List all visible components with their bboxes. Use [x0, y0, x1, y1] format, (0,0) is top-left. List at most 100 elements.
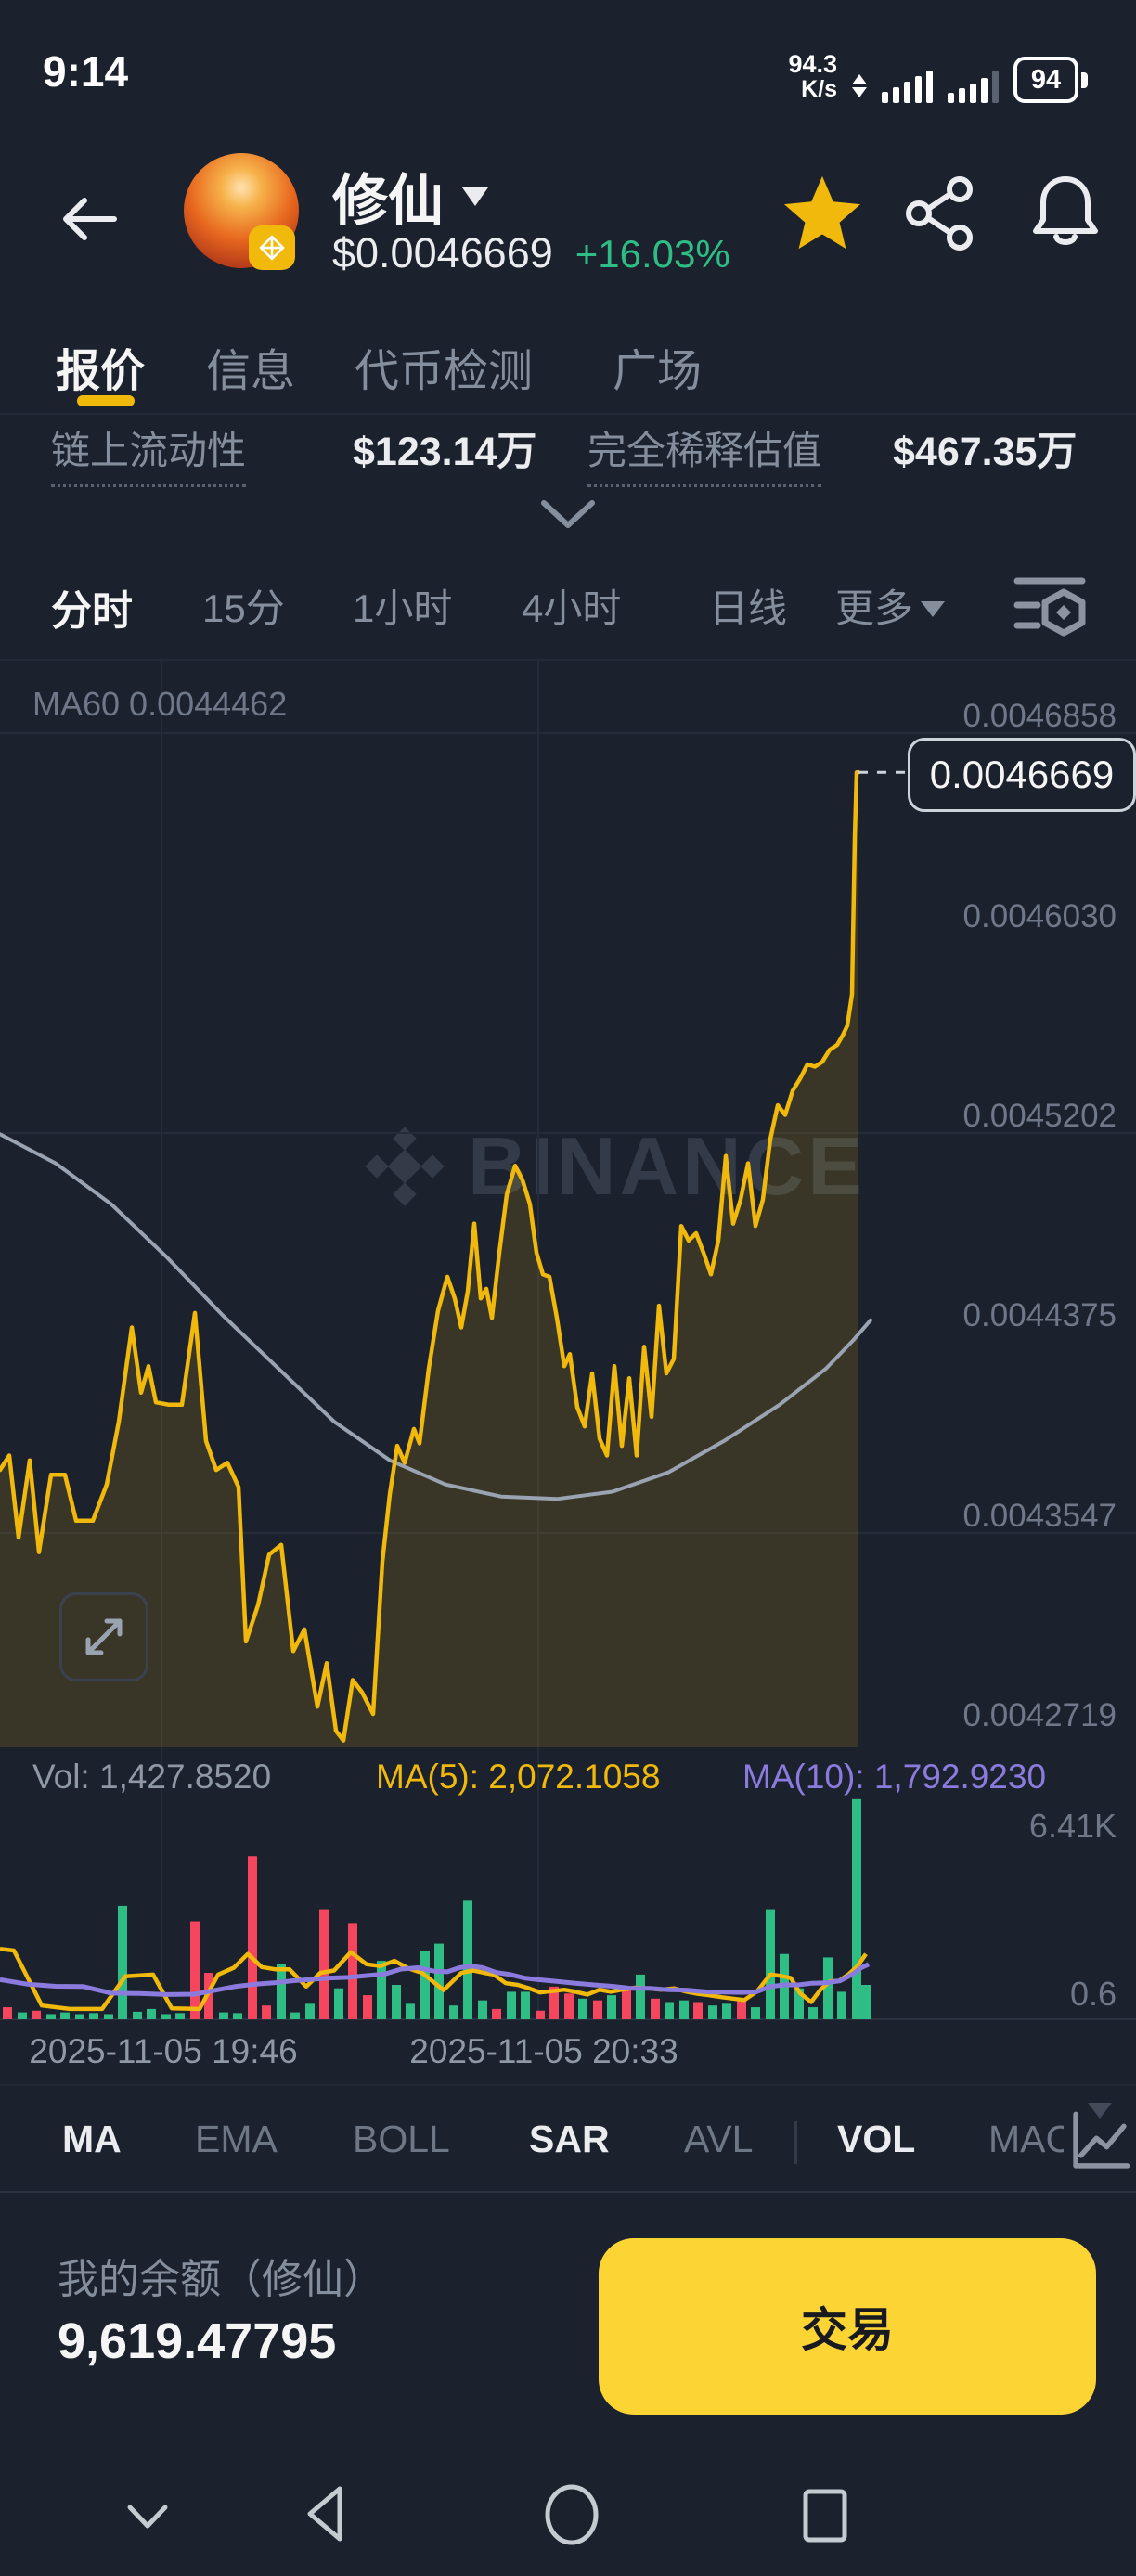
volume-bar — [751, 2007, 760, 2019]
android-navbar — [0, 2450, 1136, 2576]
volume-bar — [679, 2000, 689, 2019]
volume-axis-bottom: 0.6 — [1069, 1975, 1117, 2013]
bell-icon — [1033, 176, 1098, 245]
tab-info[interactable]: 信息 — [206, 347, 296, 396]
indicator-sar[interactable]: SAR — [529, 2118, 610, 2160]
nav-recents-button[interactable] — [798, 2487, 852, 2549]
data-activity-icon — [852, 74, 867, 98]
y-axis-label: 0.0044375 — [962, 1297, 1117, 1334]
volume-bar — [392, 1985, 401, 2019]
volume-bar — [766, 1909, 775, 2019]
nav-back-triangle-icon — [307, 2486, 342, 2542]
volume-bar — [233, 2013, 242, 2019]
volume-bar — [434, 1943, 444, 2019]
nav-home-circle-icon — [545, 2484, 599, 2545]
battery-level: 94 — [1030, 64, 1062, 95]
ma60-line — [0, 1132, 872, 1501]
separator — [0, 2084, 1136, 2086]
timeframe-1d[interactable]: 日线 — [709, 586, 788, 630]
share-icon — [906, 176, 973, 251]
y-axis-label: 0.0043547 — [962, 1497, 1117, 1534]
volume-bar — [175, 2013, 185, 2019]
volume-bar — [348, 1923, 357, 2019]
share-button[interactable] — [902, 173, 984, 254]
indicator-settings-button[interactable] — [1010, 564, 1095, 654]
trade-button[interactable]: 交易 — [599, 2238, 1096, 2415]
fdv-value: $467.35万 — [893, 430, 1078, 474]
binance-logo-icon — [365, 1127, 445, 1206]
fullscreen-chart-button[interactable] — [59, 1592, 148, 1681]
fdv-label[interactable]: 完全稀释估值 — [587, 419, 822, 487]
volume-bar — [722, 2003, 731, 2019]
volume-bar — [837, 1991, 846, 2019]
indicator-boll[interactable]: BOLL — [353, 2118, 450, 2160]
volume-bar — [147, 2008, 156, 2019]
nav-back-button[interactable] — [303, 2483, 347, 2549]
balance-value: 9,619.47795 — [58, 2313, 337, 2369]
volume-bar — [492, 2008, 501, 2019]
volume-bar — [277, 1964, 286, 2019]
watermark-text: BINANCE — [468, 1120, 866, 1212]
volume-bar — [60, 2012, 70, 2019]
network-speed: 94.3 K/s — [788, 51, 837, 102]
separator — [0, 659, 1136, 661]
timeframe-4h[interactable]: 4小时 — [522, 586, 622, 630]
volume-ma5-line — [0, 1946, 868, 2012]
volume-bar — [3, 2007, 12, 2019]
tab-quotes[interactable]: 报价 — [56, 347, 146, 396]
volume-bar — [118, 1905, 127, 2019]
stats-expand-button[interactable] — [535, 496, 601, 539]
network-speed-unit: K/s — [801, 75, 837, 102]
tab-square[interactable]: 广场 — [613, 347, 703, 396]
timeframe-1m[interactable]: 分时 — [51, 588, 133, 634]
indicator-vol[interactable]: VOL — [837, 2118, 916, 2160]
expand-icon — [85, 1618, 123, 1655]
star-icon — [783, 175, 861, 250]
volume-bar — [478, 2000, 487, 2019]
timeframe-1h[interactable]: 1小时 — [353, 586, 453, 630]
volume-bar — [32, 2010, 41, 2019]
indicator-chart-button[interactable] — [1064, 2095, 1136, 2188]
volume-bar — [89, 2013, 98, 2019]
volume-bar — [794, 1988, 804, 2019]
notifications-button[interactable] — [1025, 171, 1106, 252]
x-axis-label: 2025-11-05 20:33 — [409, 2032, 678, 2070]
nav-home-button[interactable] — [542, 2483, 601, 2551]
timeframe-15m[interactable]: 15分 — [202, 586, 285, 630]
volume-bar — [420, 1951, 430, 2019]
back-button[interactable] — [48, 178, 130, 260]
ma60-legend: MA60 0.0044462 — [32, 685, 288, 723]
volume-bar — [18, 2012, 27, 2019]
indicator-ma[interactable]: MA — [62, 2118, 122, 2160]
volume-bar — [161, 2014, 171, 2019]
liquidity-label[interactable]: 链上流动性 — [51, 419, 247, 487]
favorite-button[interactable] — [781, 171, 863, 252]
volume-bar — [549, 1986, 559, 2019]
tab-token-check[interactable]: 代币检测 — [355, 347, 534, 396]
volume-bar — [808, 2007, 818, 2019]
status-time: 9:14 — [43, 47, 129, 96]
price-row: $0.0046669 +16.03% — [332, 229, 730, 277]
volume-ma5: MA(5): 2,072.1058 — [376, 1758, 661, 1796]
volume-bar — [507, 1991, 516, 2019]
active-tab-underline — [77, 395, 135, 406]
volume-bar — [823, 1957, 833, 2019]
status-cluster: 94.3 K/s 94 — [788, 51, 1088, 104]
chevron-down-icon — [541, 500, 595, 528]
y-axis-label: 0.0042719 — [962, 1697, 1117, 1734]
token-title-button[interactable]: 修仙 — [332, 156, 488, 237]
volume-bar — [75, 2014, 84, 2019]
timeframe-more[interactable]: 更多 — [835, 586, 914, 630]
volume-bar — [651, 1998, 660, 2019]
nav-hide-button[interactable] — [123, 2502, 173, 2538]
volume-bar — [665, 2002, 674, 2019]
balance-label: 我的余额（修仙） — [58, 2257, 384, 2302]
indicator-avl[interactable]: AVL — [684, 2118, 754, 2160]
indicator-ema[interactable]: EMA — [195, 2118, 278, 2160]
volume-ma10: MA(10): 1,792.9230 — [742, 1758, 1047, 1796]
volume-bar — [636, 1974, 645, 2019]
volume-bar — [305, 2003, 315, 2019]
current-price: $0.0046669 — [332, 229, 553, 277]
